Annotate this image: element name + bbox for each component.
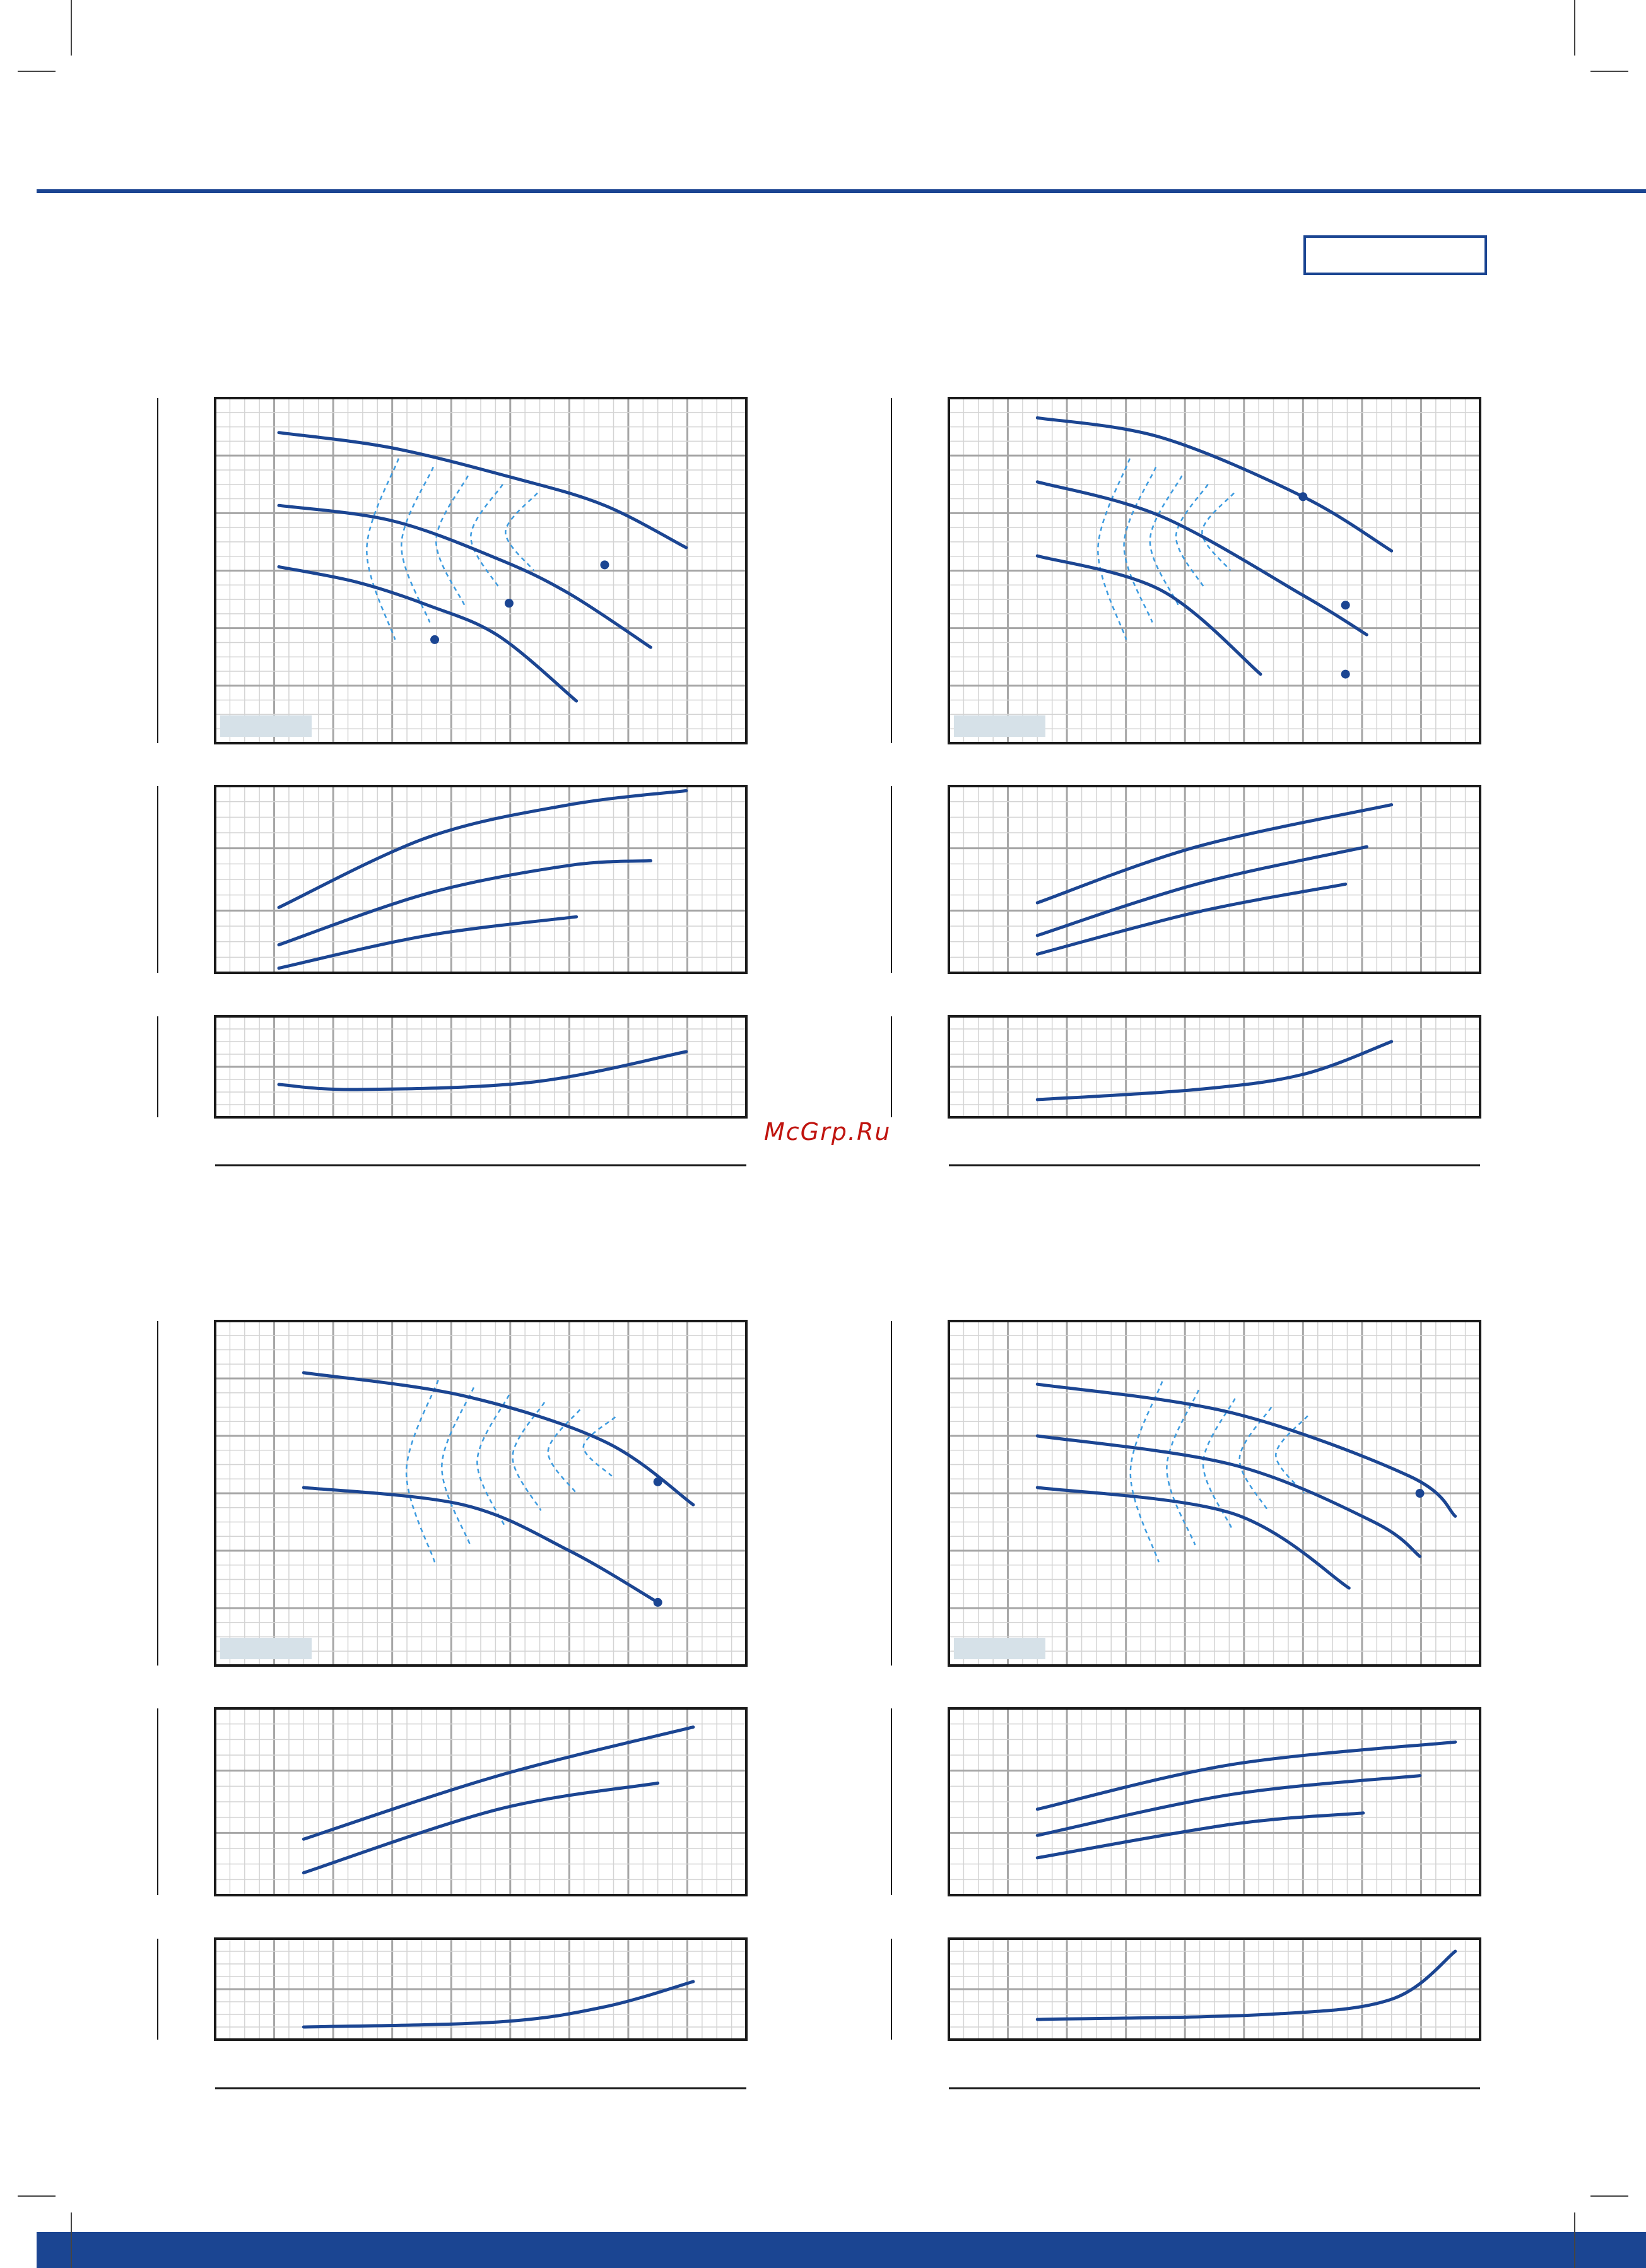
- series-line: [1035, 480, 1368, 637]
- series-line: [1035, 1774, 1422, 1837]
- efficiency-contour: [582, 1416, 616, 1477]
- series-line: [1035, 882, 1348, 956]
- page-decoration: [18, 0, 1646, 2268]
- chart-frame: [948, 1937, 1481, 2041]
- data-point: [1341, 601, 1350, 610]
- efficiency-contour: [470, 484, 503, 589]
- data-point: [504, 599, 514, 608]
- chart-panel-npsh-curve-bottom-left: [157, 1937, 748, 2041]
- series-line: [1035, 803, 1394, 905]
- series-line: [1035, 845, 1368, 937]
- chart-frame: [214, 397, 748, 744]
- series-line: [1035, 1382, 1457, 1518]
- series-line: [277, 1050, 688, 1091]
- efficiency-contour: [1166, 1389, 1200, 1546]
- data-point: [600, 560, 609, 570]
- model-label-box: [1303, 235, 1487, 275]
- series-line: [302, 1980, 695, 2029]
- chart-frame: [948, 397, 1481, 744]
- chart-panel-power-curves-top-right: [891, 785, 1481, 974]
- efficiency-contour: [1201, 492, 1235, 572]
- efficiency-contour: [441, 1387, 474, 1546]
- chart-panel-npsh-curve-bottom-right: [891, 1937, 1481, 2041]
- chart-panel-performance-curves-bottom-left: [157, 1320, 748, 1667]
- series-line: [1035, 1486, 1351, 1590]
- watermark-text: McGrp.Ru: [764, 1118, 891, 1146]
- efficiency-contour: [1123, 466, 1157, 623]
- efficiency-contour: [435, 475, 469, 606]
- chart-frame: [214, 1320, 748, 1667]
- chart-frame: [948, 1015, 1481, 1119]
- efficiency-contour: [1175, 484, 1209, 589]
- series-line: [1035, 1949, 1457, 2021]
- series-line: [277, 503, 652, 649]
- chart-frame: [214, 1707, 748, 1896]
- series-line: [302, 1725, 695, 1841]
- series-line: [277, 859, 652, 947]
- series-line: [1035, 554, 1262, 676]
- series-line: [277, 431, 688, 549]
- curve-label-box: [954, 715, 1045, 737]
- series-line: [1035, 1740, 1457, 1811]
- chart-frame: [948, 1320, 1481, 1667]
- curve-label-box: [220, 1638, 312, 1659]
- data-point: [1341, 669, 1350, 679]
- chart-panel-power-curves-top-left: [157, 785, 748, 974]
- efficiency-contour: [1202, 1398, 1236, 1529]
- chart-frame: [214, 1937, 748, 2041]
- series-line: [302, 1371, 695, 1507]
- chart-panel-power-curves-bottom-left: [157, 1707, 748, 1896]
- efficiency-contour: [476, 1394, 510, 1529]
- chart-panel-npsh-curve-top-left: [157, 1015, 748, 1119]
- curve-label-box: [954, 1638, 1045, 1659]
- efficiency-contour: [512, 1402, 546, 1511]
- footer-bar: [37, 2232, 1646, 2268]
- efficiency-contour: [547, 1409, 581, 1494]
- data-point: [653, 1477, 662, 1486]
- chart-panel-performance-curves-top-left: [157, 397, 748, 744]
- efficiency-contour: [1149, 475, 1183, 606]
- chart-panels: [157, 397, 1481, 2089]
- series-line: [277, 789, 688, 909]
- series-line: [277, 565, 579, 703]
- efficiency-contour: [1275, 1415, 1308, 1494]
- chart-panel-performance-curves-bottom-right: [891, 1320, 1481, 1667]
- chart-frame: [214, 1015, 748, 1119]
- data-point: [430, 635, 440, 644]
- series-line: [277, 915, 579, 970]
- chart-panel-performance-curves-top-right: [891, 397, 1481, 744]
- curve-label-box: [220, 715, 312, 737]
- series-line: [1035, 1434, 1422, 1558]
- chart-frame: [214, 785, 748, 974]
- efficiency-contour: [1238, 1406, 1273, 1511]
- series-line: [302, 1781, 660, 1874]
- series-line: [1035, 416, 1394, 553]
- data-point: [1298, 492, 1308, 502]
- chart-panel-power-curves-bottom-right: [891, 1707, 1481, 1896]
- data-point: [653, 1597, 662, 1607]
- chart-frame: [948, 785, 1481, 974]
- series-line: [302, 1486, 660, 1604]
- series-line: [1035, 1040, 1394, 1102]
- data-point: [1415, 1489, 1425, 1498]
- chart-frame: [948, 1707, 1481, 1896]
- efficiency-contour: [505, 492, 538, 572]
- series-line: [1035, 1811, 1365, 1860]
- chart-panel-npsh-curve-top-right: [891, 1015, 1481, 1119]
